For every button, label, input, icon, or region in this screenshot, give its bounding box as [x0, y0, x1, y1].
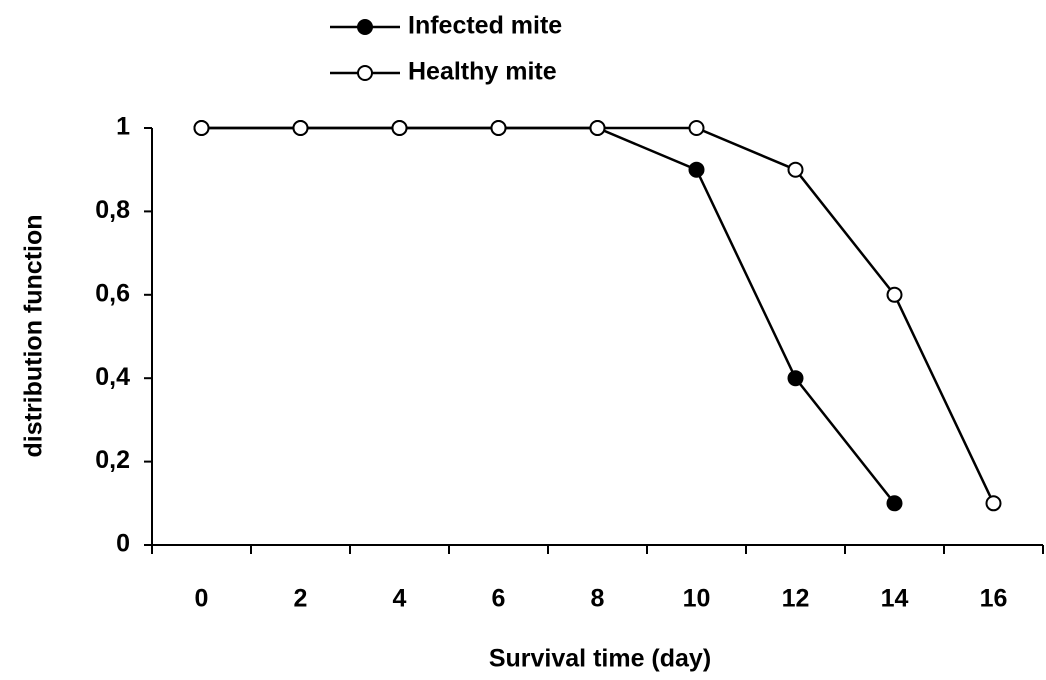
x-tick-label: 6 — [492, 585, 506, 613]
data-point — [688, 120, 705, 136]
y-tick-label: 0,2 — [95, 446, 130, 474]
y-tick-label: 0,6 — [95, 279, 130, 307]
series-line — [201, 126, 995, 504]
x-axis-label: Survival time (day) — [489, 645, 711, 673]
legend-label: Healthy mite — [408, 58, 557, 86]
series-line — [201, 126, 896, 505]
data-point — [886, 286, 903, 303]
x-tick-label: 4 — [393, 585, 407, 613]
legend-marker — [357, 19, 373, 35]
data-point — [490, 120, 507, 136]
x-tick-label: 12 — [782, 585, 810, 613]
y-tick-label: 0 — [116, 530, 130, 558]
data-point — [589, 120, 606, 136]
x-tick-label: 8 — [591, 585, 605, 613]
y-tick-label: 0,4 — [95, 363, 130, 391]
y-axis-label: distribution function — [20, 214, 48, 457]
data-point — [193, 120, 210, 136]
data-point — [985, 495, 1002, 512]
data-point — [787, 370, 804, 387]
data-point — [886, 495, 903, 512]
legend-marker — [357, 65, 373, 81]
data-point — [292, 120, 309, 136]
data-point — [787, 161, 804, 178]
x-tick-label: 2 — [294, 585, 308, 613]
data-point — [688, 161, 705, 178]
legend-label: Infected mite — [408, 12, 562, 40]
x-tick-label: 10 — [683, 585, 711, 613]
y-tick-label: 1 — [116, 113, 130, 141]
data-point — [391, 120, 408, 136]
x-tick-label: 0 — [195, 585, 209, 613]
x-tick-label: 14 — [881, 585, 909, 613]
y-tick-label: 0,8 — [95, 196, 130, 224]
x-tick-label: 16 — [980, 585, 1008, 613]
